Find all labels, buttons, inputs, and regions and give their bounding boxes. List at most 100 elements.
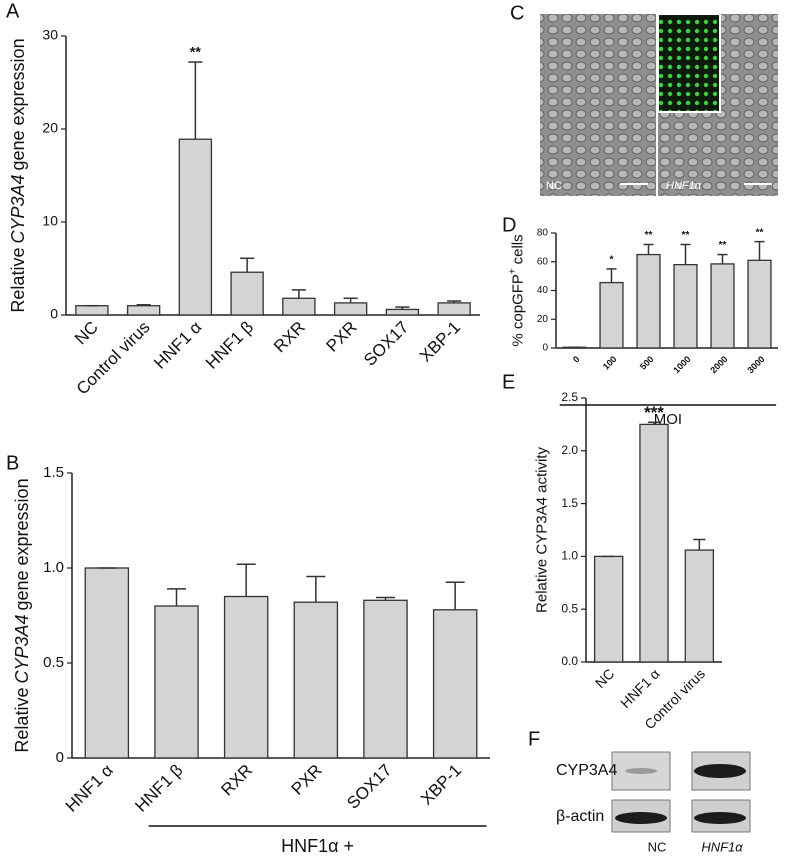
- y-axis-label-part: Relative: [8, 248, 28, 313]
- y-tick-label: 20: [42, 120, 58, 136]
- panel-label: E: [502, 371, 515, 393]
- band: [625, 768, 657, 774]
- y-tick-label: 30: [42, 27, 58, 43]
- y-tick-label: 80: [537, 228, 549, 239]
- bar: [639, 423, 669, 663]
- x-tick-label: 1000: [671, 354, 692, 375]
- y-axis-label: Relative CYP3A4 gene expression: [8, 38, 28, 312]
- y-tick-label: 1.0: [561, 549, 578, 563]
- bar: [84, 567, 130, 759]
- x-tick-label: HNF1 α: [62, 760, 117, 815]
- bar: [636, 253, 661, 349]
- y-tick-label: 1.5: [43, 464, 64, 481]
- y-tick-label: 0.5: [561, 601, 578, 615]
- bar: [710, 263, 735, 349]
- bar: [437, 302, 471, 316]
- y-axis-label-part: gene expression: [8, 38, 28, 170]
- y-axis-label-part: gene expression: [12, 478, 32, 610]
- y-tick-label: 2.5: [561, 390, 578, 404]
- y-tick-label: 1.5: [561, 496, 578, 510]
- x-tick-label: XBP-1: [417, 761, 465, 809]
- image-label: NC: [546, 180, 562, 192]
- x-tick-label: PXR: [288, 761, 326, 799]
- y-tick-label: 40: [537, 285, 549, 296]
- bar: [599, 281, 624, 349]
- y-axis-label-part: CYP3A4: [12, 615, 32, 684]
- y-tick-label: 0: [50, 306, 58, 322]
- x-tick-label: NC: [592, 665, 618, 691]
- x-tick-label: HNF1 β: [202, 317, 257, 372]
- x-tick-label: 2000: [708, 354, 729, 375]
- y-tick-label: 10: [42, 213, 58, 229]
- bar: [333, 302, 368, 316]
- band: [615, 812, 667, 824]
- significance: **: [756, 227, 764, 238]
- micrograph: [540, 14, 656, 196]
- y-tick-label: 20: [537, 314, 549, 325]
- bar: [178, 138, 213, 316]
- bar: [282, 297, 316, 316]
- y-tick-label: 0: [56, 749, 64, 766]
- bar: [432, 609, 478, 759]
- blot-row-label: CYP3A4: [556, 762, 617, 779]
- x-tick-label: PXR: [322, 318, 360, 356]
- significance: ***: [644, 403, 664, 422]
- y-axis-label-part: CYP3A4: [8, 175, 28, 244]
- bar: [293, 601, 339, 759]
- x-tick-label: 0: [571, 354, 582, 365]
- image-label: HNF1α: [666, 180, 702, 192]
- x-tick-label: NC: [71, 318, 102, 349]
- bar: [363, 599, 408, 759]
- x-tick-label: RXR: [217, 761, 256, 800]
- panel-label: D: [502, 214, 516, 236]
- y-tick-label: 60: [537, 256, 549, 267]
- significance: **: [719, 240, 727, 251]
- y-axis-label: Relative CYP3A4 gene expression: [12, 478, 32, 752]
- panel-label: F: [528, 728, 540, 750]
- y-tick-label: 2.0: [561, 443, 578, 457]
- y-axis-label: % copGFP+ cells: [508, 234, 527, 346]
- bar: [154, 605, 199, 759]
- blot-row-label: β-actin: [556, 808, 604, 825]
- y-axis-label: Relative CYP3A4 activity: [533, 447, 550, 613]
- y-axis-label-part: cells: [509, 234, 526, 264]
- x-axis-label: MOI: [654, 411, 682, 428]
- significance: **: [682, 230, 690, 241]
- x-tick-label: SOX17: [343, 761, 395, 813]
- x-tick-label: HNF1 α: [617, 665, 663, 711]
- bar: [684, 549, 715, 663]
- x-tick-label: 100: [601, 354, 619, 372]
- significance: **: [190, 44, 201, 60]
- lane-label: NC: [648, 839, 667, 854]
- x-tick-label: RXR: [270, 318, 309, 357]
- bar: [126, 305, 161, 316]
- bar: [223, 595, 269, 759]
- significance: *: [610, 255, 614, 266]
- y-tick-label: 1.0: [43, 559, 64, 576]
- bar: [673, 263, 698, 349]
- lane-label: HNF1α: [701, 839, 743, 854]
- bar: [385, 308, 420, 316]
- band: [694, 764, 746, 778]
- bar: [75, 305, 109, 316]
- x-tick-label: HNF1 α: [150, 317, 205, 372]
- panel-label: C: [510, 2, 524, 24]
- y-tick-label: 0.5: [43, 654, 64, 671]
- x-tick-label: HNF1 β: [131, 760, 186, 815]
- x-axis-label: HNF1α +: [281, 836, 354, 856]
- y-axis-label-part: % copGFP: [509, 274, 526, 347]
- significance: **: [645, 230, 653, 241]
- y-tick-label: 0: [542, 343, 548, 354]
- y-axis-label-part: +: [508, 268, 519, 274]
- x-tick-label: 500: [638, 354, 656, 372]
- band: [694, 812, 746, 824]
- panel-label: B: [6, 452, 19, 474]
- bar: [230, 271, 264, 316]
- x-tick-label: 3000: [745, 354, 766, 375]
- y-tick-label: 0.0: [561, 654, 578, 668]
- y-axis-label-part: Relative: [12, 688, 32, 753]
- y-axis-label-part: Relative CYP3A4 activity: [533, 447, 550, 613]
- panel-label: A: [6, 0, 20, 22]
- x-tick-label: SOX17: [360, 318, 412, 370]
- bar: [593, 555, 624, 663]
